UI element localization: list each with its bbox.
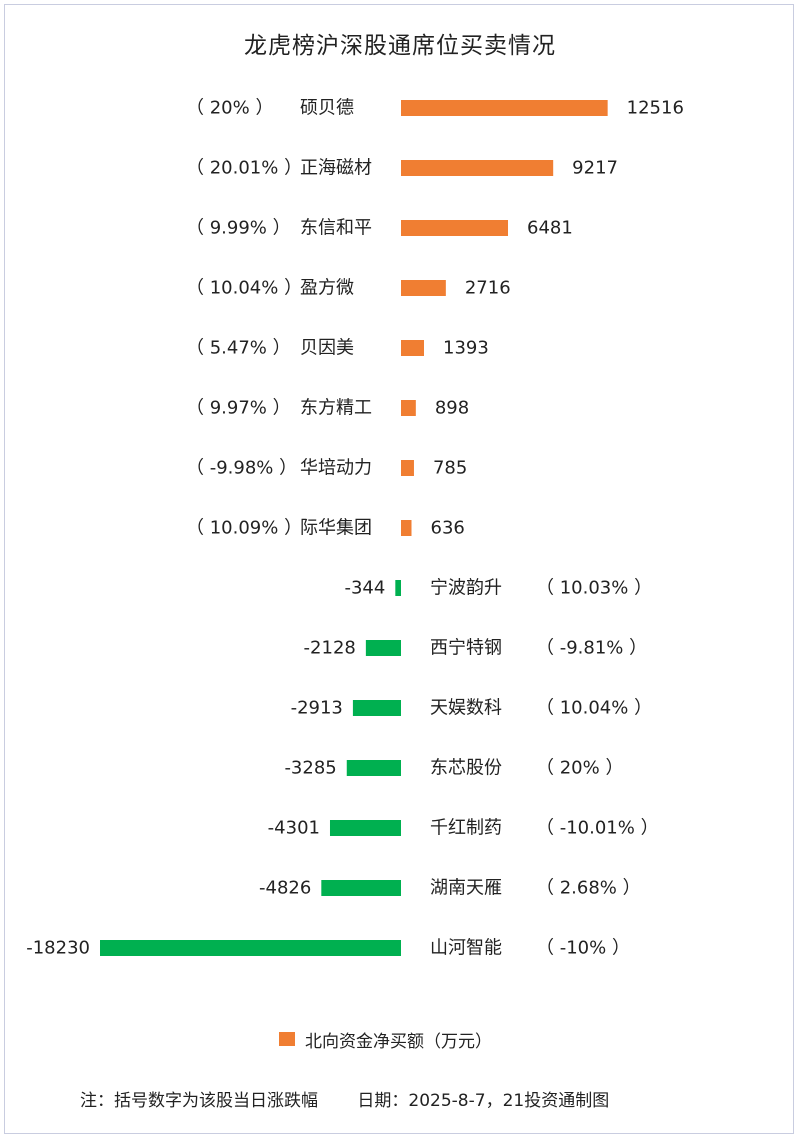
stock-name-label: 际华集团 [300, 518, 372, 539]
pct-change-label: （ 10.04% ） [536, 698, 652, 719]
bar-value-label: 636 [431, 518, 465, 539]
legend: 北向资金净买额（万元） [279, 1028, 492, 1052]
bar-negative [100, 940, 401, 956]
bar-value-label: 9217 [572, 158, 618, 179]
pct-change-label: （ -10.01% ） [536, 818, 659, 839]
legend-label: 北向资金净买额（万元） [305, 1031, 492, 1052]
stock-name-label: 盈方微 [300, 278, 354, 299]
bar-negative [329, 820, 401, 836]
pct-change-label: （ -9.81% ） [536, 638, 647, 659]
bar-value-label: 1393 [443, 338, 489, 359]
bar-negative [346, 760, 401, 776]
bar-positive [401, 160, 554, 176]
bar-value-label: 898 [435, 398, 469, 419]
pct-change-label: （ 20% ） [536, 758, 623, 779]
bar-negative [365, 640, 401, 656]
stock-name-label: 正海磁材 [300, 158, 372, 179]
footer: 注：括号数字为该股当日涨跌幅 日期：2025-8-7，21投资通制图 [80, 1086, 609, 1111]
bar-negative [321, 880, 401, 896]
chart-title: 龙虎榜沪深股通席位买卖情况 [244, 33, 556, 59]
bar-value-label: -4826 [259, 878, 311, 899]
stock-name-label: 千红制药 [430, 818, 502, 839]
bar-value-label: -3285 [284, 758, 336, 779]
stock-name-label: 天娱数科 [430, 698, 502, 719]
bar-positive [401, 100, 608, 116]
stock-name-label: 山河智能 [430, 938, 502, 959]
bar-value-label: -2128 [304, 638, 356, 659]
bar-value-label: -18230 [26, 938, 90, 959]
bar-value-label: -344 [344, 578, 385, 599]
pct-change-label: （ 20% ） [186, 98, 273, 119]
pct-change-label: （ 9.99% ） [186, 218, 291, 239]
pct-change-label: （ 10.04% ） [186, 278, 302, 299]
bar-negative [352, 700, 401, 716]
pct-change-label: （ 20.01% ） [186, 158, 302, 179]
bar-value-label: -4301 [268, 818, 320, 839]
pct-change-label: （ 9.97% ） [186, 398, 291, 419]
pct-change-label: （ -10% ） [536, 938, 630, 959]
stock-name-label: 东芯股份 [430, 758, 502, 779]
bar-positive [401, 340, 425, 356]
pct-change-label: （ 5.47% ） [186, 338, 291, 359]
bar-positive [401, 280, 446, 296]
bar-positive [401, 400, 416, 416]
bar-positive [401, 220, 509, 236]
stock-name-label: 贝因美 [300, 338, 354, 359]
stock-name-label: 西宁特钢 [430, 638, 502, 659]
stock-name-label: 宁波韵升 [430, 578, 502, 599]
pct-change-label: （ 10.09% ） [186, 518, 302, 539]
pct-change-label: （ -9.98% ） [186, 458, 297, 479]
legend-swatch [279, 1032, 295, 1046]
stock-name-label: 华培动力 [300, 458, 372, 479]
bar-negative [395, 580, 401, 596]
bar-value-label: 2716 [465, 278, 511, 299]
stock-name-label: 东方精工 [300, 398, 372, 419]
bar-value-label: -2913 [291, 698, 343, 719]
footer-note: 注：括号数字为该股当日涨跌幅 [80, 1091, 318, 1111]
stock-name-label: 湖南天雁 [430, 878, 502, 899]
bar-value-label: 785 [433, 458, 467, 479]
bar-positive [401, 520, 412, 536]
bar-positive [401, 460, 414, 476]
bar-value-label: 6481 [527, 218, 573, 239]
pct-change-label: （ 2.68% ） [536, 878, 641, 899]
stock-name-label: 硕贝德 [300, 98, 354, 119]
footer-date: 日期：2025-8-7，21投资通制图 [357, 1091, 610, 1111]
pct-change-label: （ 10.03% ） [536, 578, 652, 599]
bar-value-label: 12516 [627, 98, 684, 119]
stock-name-label: 东信和平 [300, 218, 372, 239]
